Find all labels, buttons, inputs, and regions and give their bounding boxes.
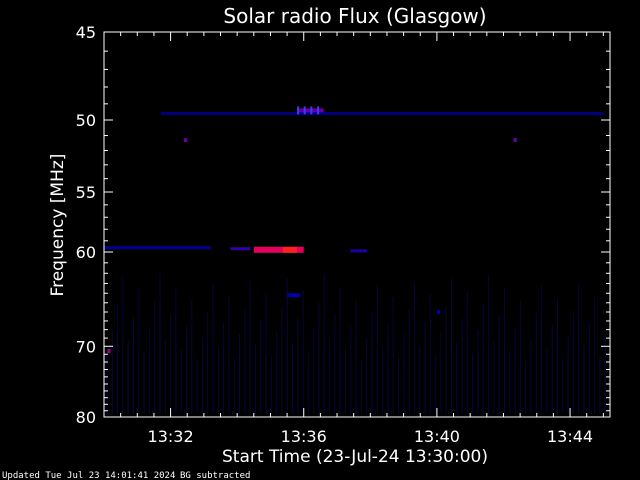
y-tick-label: 60 [76, 243, 96, 262]
x-axis-ticks: 13:32 13:36 13:40 13:44 [120, 32, 604, 446]
y-tick-label: 80 [76, 408, 96, 427]
x-tick-label: 13:36 [281, 427, 327, 446]
updated-timestamp: Updated Tue Jul 23 14:01:41 2024 [2, 471, 175, 480]
emission-spot [436, 310, 441, 314]
background-streaks [106, 273, 606, 414]
emission-band [230, 247, 251, 251]
burst-peak [282, 246, 297, 253]
spectrogram-area [104, 106, 606, 414]
emission-band [160, 112, 604, 116]
y-axis-ticks: 45 50 55 60 70 80 [76, 23, 610, 427]
emission-dash [297, 106, 300, 115]
emission-burst [253, 246, 304, 253]
emission-spot [513, 138, 517, 143]
emission-spot [287, 293, 301, 298]
emission-band [350, 249, 367, 253]
x-tick-label: 13:40 [414, 427, 460, 446]
x-tick-label: 13:32 [148, 427, 194, 446]
emission-spot [107, 349, 111, 354]
plot-frame [103, 31, 611, 418]
bg-subtracted-note: BG subtracted [180, 471, 250, 480]
y-tick-label: 55 [76, 183, 96, 202]
y-tick-label: 50 [76, 111, 96, 130]
emission-band [104, 246, 211, 250]
y-tick-label: 45 [76, 23, 96, 42]
x-tick-label: 13:44 [547, 427, 593, 446]
emission-dash [310, 106, 313, 115]
emission-spot [183, 138, 188, 143]
emission-dash [303, 106, 306, 115]
x-axis-label: Start Time (23-Jul-24 13:30:00) [222, 447, 488, 467]
emission-dash [317, 106, 320, 115]
y-axis-label: Frequency [MHz] [48, 154, 68, 297]
chart-title: Solar radio Flux (Glasgow) [223, 4, 486, 28]
y-tick-label: 70 [76, 337, 96, 356]
